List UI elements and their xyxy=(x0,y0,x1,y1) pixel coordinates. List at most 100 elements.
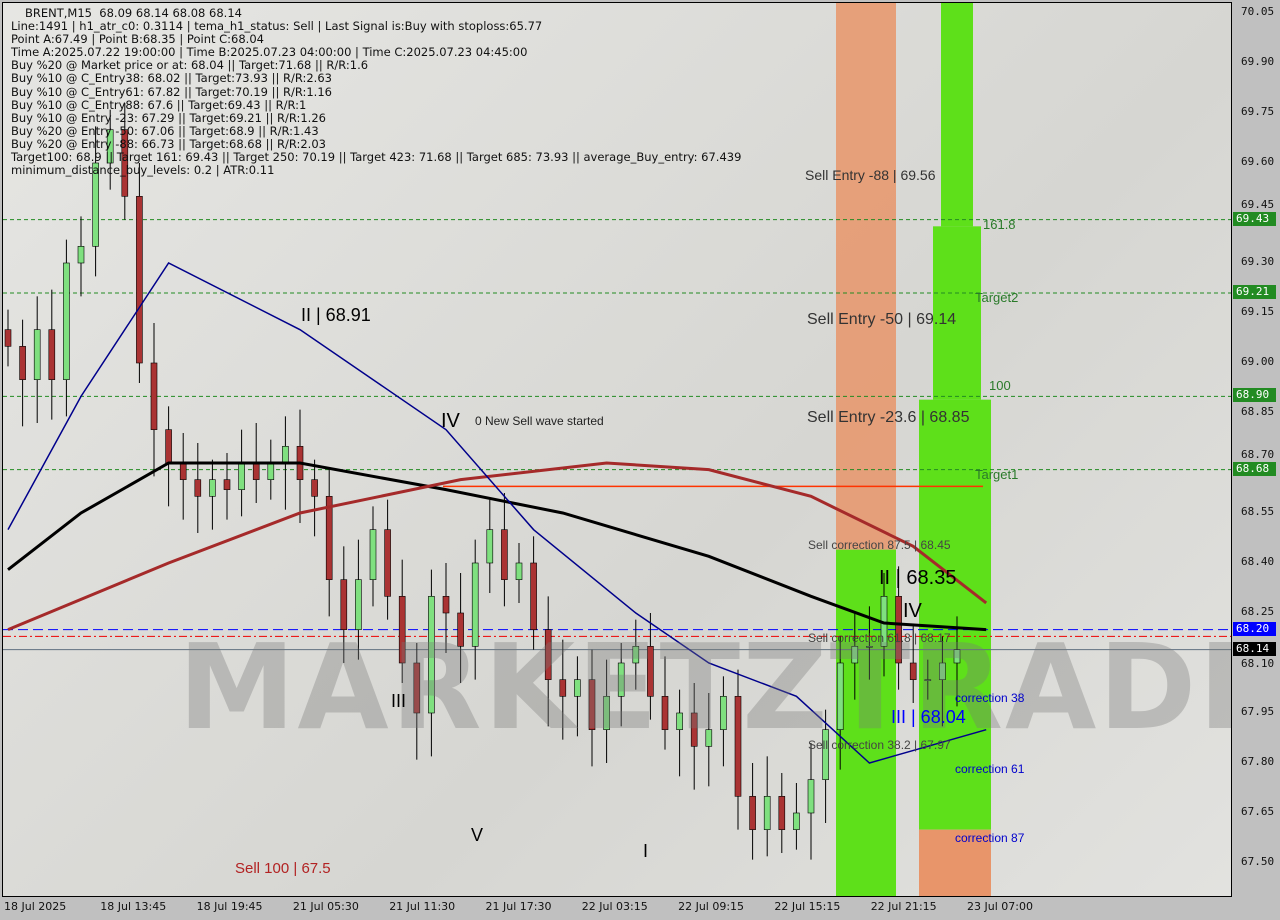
candle-body xyxy=(778,796,786,830)
candle-body xyxy=(822,729,829,780)
chart-svg xyxy=(3,3,1231,896)
candle-body xyxy=(238,462,245,490)
y-tick-label: 69.00 xyxy=(1241,354,1275,368)
chart-annotation: II | 68.35 xyxy=(879,566,957,589)
candle-body xyxy=(836,662,844,730)
x-tick-label: 21 Jul 17:30 xyxy=(485,900,552,913)
chart-annotation: Sell 100 | 67.5 xyxy=(235,859,331,877)
zone-5 xyxy=(919,829,991,896)
price-badge: 69.21 xyxy=(1233,284,1276,299)
candle-body xyxy=(588,679,596,730)
watermark: MARKETZTRADE xyxy=(178,618,1232,756)
moving-average-line xyxy=(7,461,987,632)
candle-body xyxy=(486,529,494,564)
candle-body xyxy=(603,696,610,730)
level-label: Target2 xyxy=(975,289,1019,305)
symbol-line: BRENT,M15 68.09 68.14 68.08 68.14 xyxy=(25,6,242,20)
candle-body xyxy=(340,579,348,630)
y-tick-label: 68.70 xyxy=(1241,447,1275,461)
x-tick-label: 22 Jul 15:15 xyxy=(774,900,841,913)
candle-body xyxy=(267,462,275,480)
candle-body xyxy=(807,779,815,814)
x-tick-label: 21 Jul 05:30 xyxy=(292,900,359,913)
level-label: 161.8 xyxy=(983,216,1016,232)
info-line: Buy %20 @ Entry -88: 66.73 || Target:68.… xyxy=(11,136,326,151)
candle-body xyxy=(282,446,289,464)
candle-body xyxy=(749,796,756,830)
y-tick-label: 69.15 xyxy=(1241,304,1275,318)
candle-body xyxy=(559,679,567,697)
candle-body xyxy=(939,662,946,680)
info-line: Buy %10 @ C_Entry88: 67.6 || Target:69.4… xyxy=(11,97,307,112)
info-line: Line:1491 | h1_atr_c0: 0.3114 | tema_h1_… xyxy=(11,19,543,34)
price-badge: 68.90 xyxy=(1233,388,1276,403)
chart-annotation: V xyxy=(471,824,484,845)
candle-body xyxy=(909,662,917,680)
chart-annotation: Sell correction 61.8 | 68.17 xyxy=(808,630,951,645)
level-label: Target1 xyxy=(975,466,1019,482)
chart-annotation: correction 61 xyxy=(955,761,1025,776)
candle-body xyxy=(92,162,99,247)
info-line: Buy %20 @ Market price or at: 68.04 || T… xyxy=(11,58,369,73)
chart-annotation: III xyxy=(391,691,407,712)
y-tick-label: 69.75 xyxy=(1241,104,1275,118)
info-line: Time A:2025.07.22 19:00:00 | Time B:2025… xyxy=(11,45,528,60)
y-tick-label: 68.40 xyxy=(1241,554,1275,568)
candle-body xyxy=(325,496,333,580)
candle-body xyxy=(165,429,172,464)
x-tick-label: 22 Jul 09:15 xyxy=(678,900,745,913)
y-tick-label: 68.85 xyxy=(1241,404,1275,418)
x-tick-label: 18 Jul 2025 xyxy=(4,900,67,913)
price-badge: 69.43 xyxy=(1233,211,1276,226)
candle-body xyxy=(720,696,727,730)
zone-0 xyxy=(836,3,896,550)
chart-annotation: Sell Entry -88 | 69.56 xyxy=(805,167,936,184)
candle-body xyxy=(48,329,56,380)
y-tick-label: 67.80 xyxy=(1241,754,1275,768)
y-tick-label: 68.55 xyxy=(1241,504,1275,518)
chart-annotation: II | 68.91 xyxy=(301,304,371,325)
candle-body xyxy=(676,712,683,730)
candle-body xyxy=(544,629,552,680)
y-tick-label: 69.60 xyxy=(1241,154,1275,168)
chart-annotation: III | 68.04 xyxy=(891,707,966,728)
candle-body xyxy=(851,646,859,664)
info-line: Buy %10 @ C_Entry38: 68.02 || Target:73.… xyxy=(11,71,332,86)
candle-body xyxy=(384,529,391,597)
moving-average-line xyxy=(7,461,988,632)
candle-body xyxy=(515,562,523,580)
candle-body xyxy=(501,529,508,580)
chart-annotation: correction 87 xyxy=(955,830,1025,845)
info-panel: BRENT,M15 68.09 68.14 68.08 68.14 Line:1… xyxy=(11,6,742,178)
info-line: minimum_distance_buy_levels: 0.2 | ATR:0… xyxy=(11,163,275,178)
candle-body xyxy=(223,479,231,490)
chart-plot-area[interactable]: MARKETZTRADE BRENT,M15 68.09 68.14 68.08… xyxy=(2,2,1232,897)
info-line: Buy %10 @ Entry -23: 67.29 || Target:69.… xyxy=(11,110,326,125)
candle-body xyxy=(209,479,216,497)
info-line: Target100: 68.9 || Target 161: 69.43 || … xyxy=(11,150,742,165)
candle-body xyxy=(661,696,669,730)
candle-body xyxy=(369,529,377,580)
candle-body xyxy=(4,329,12,347)
candle-body xyxy=(442,596,450,614)
candle-body xyxy=(63,262,70,380)
candle-body xyxy=(895,596,902,664)
y-tick-label: 68.10 xyxy=(1241,656,1275,670)
candle-body xyxy=(33,329,41,380)
candle-body xyxy=(150,362,158,430)
candle-body xyxy=(574,679,581,697)
candle-body xyxy=(194,479,202,497)
zone-3 xyxy=(933,226,981,400)
chart-annotation: Sell Entry -23.6 | 68.85 xyxy=(807,408,970,426)
candle-body xyxy=(866,646,873,648)
chart-annotation: Sell correction 38.2 | 67.97 xyxy=(808,738,951,753)
candle-body xyxy=(632,646,640,664)
candle-body xyxy=(647,646,654,697)
candle-body xyxy=(311,479,318,497)
zone-2 xyxy=(941,3,973,227)
candle-body xyxy=(179,462,187,480)
x-tick-label: 18 Jul 19:45 xyxy=(196,900,263,913)
info-line: Buy %20 @ Entry -50: 67.06 || Target:68.… xyxy=(11,123,319,138)
candle-body xyxy=(471,562,479,647)
y-tick-label: 70.05 xyxy=(1241,5,1275,18)
